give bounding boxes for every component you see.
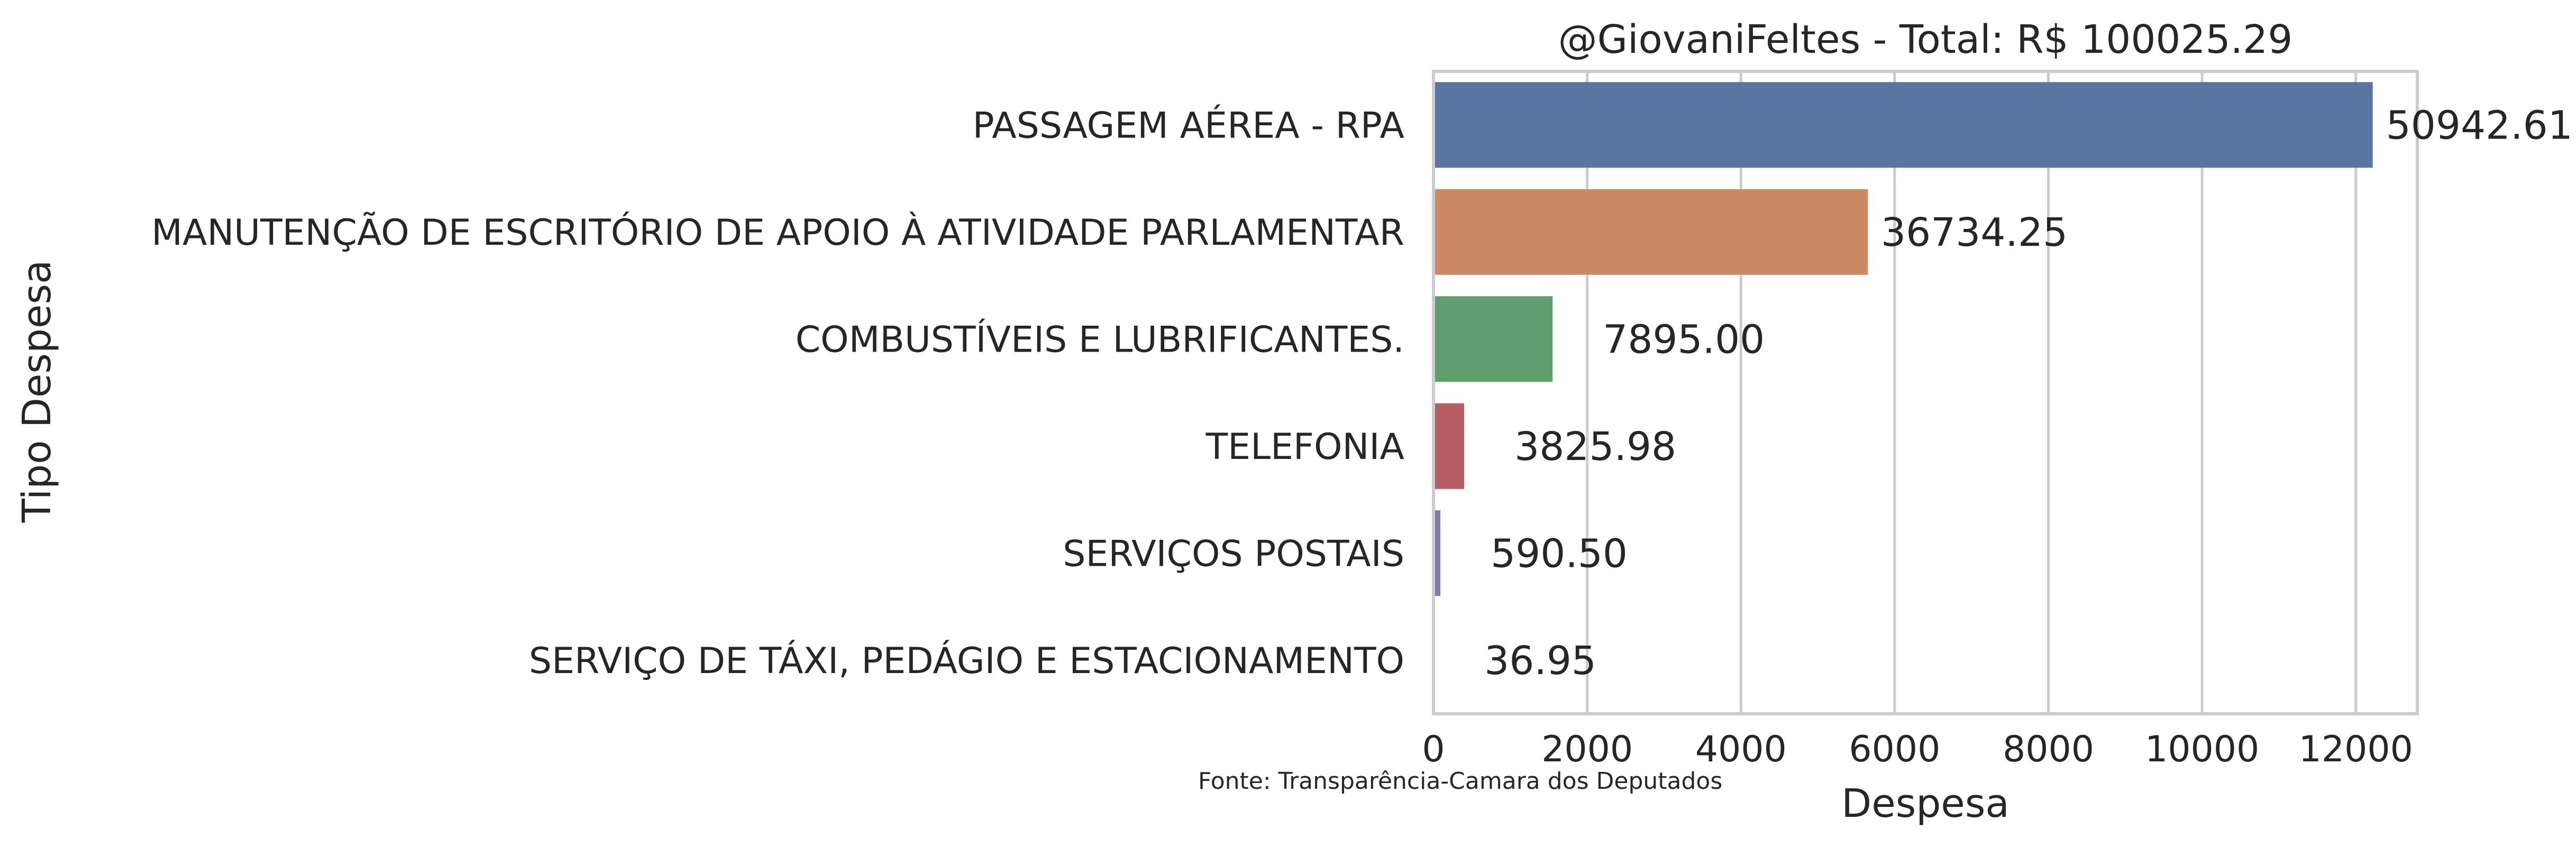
bars: [1433, 82, 2373, 703]
x-tick-label: 4000: [1695, 729, 1787, 770]
x-tick-label: 6000: [1849, 729, 1940, 770]
value-label: 590.50: [1491, 531, 1628, 576]
bar: [1433, 82, 2373, 168]
plot-frame: [1432, 70, 2419, 715]
x-tick-label: 0: [1422, 729, 1445, 770]
category-label: SERVIÇO DE TÁXI, PEDÁGIO E ESTACIONAMENT…: [529, 640, 1404, 682]
category-label: TELEFONIA: [1205, 426, 1404, 468]
value-label: 7895.00: [1603, 317, 1765, 362]
x-tick-label: 8000: [2003, 729, 2094, 770]
y-axis-label: Tipo Despesa: [14, 260, 60, 523]
category-label: SERVIÇOS POSTAIS: [1063, 533, 1404, 575]
x-tick-label: 10000: [2145, 729, 2259, 770]
bar: [1433, 296, 1553, 382]
category-label: COMBUSTÍVEIS E LUBRIFICANTES.: [796, 318, 1404, 361]
x-gridlines: [1432, 71, 2358, 714]
source-note: Fonte: Transparência-Camara dos Deputado…: [1198, 768, 1722, 795]
bar: [1433, 510, 1441, 596]
x-axis-label: Despesa: [1841, 781, 2009, 826]
x-tick-labels: 0 2000 4000 6000 8000 10000 12000: [1422, 729, 2413, 770]
value-labels: 50942.61 36734.25 7895.00 3825.98 590.50 36.9…: [1484, 103, 2573, 684]
bar: [1433, 403, 1465, 489]
value-label: 36734.25: [1881, 210, 2068, 255]
category-label: PASSAGEM AÉREA - RPA: [973, 104, 1404, 146]
x-tick-label: 12000: [2299, 729, 2413, 770]
x-tick-label: 2000: [1541, 729, 1633, 770]
bar: [1433, 189, 1868, 275]
value-label: 36.95: [1484, 638, 1596, 684]
value-label: 50942.61: [2386, 103, 2573, 148]
value-label: 3825.98: [1514, 424, 1676, 469]
chart-title: @GiovaniFeltes - Total: R$ 100025.29: [1558, 17, 2293, 62]
category-labels: PASSAGEM AÉREA - RPA MANUTENÇÃO DE ESCRIT…: [151, 104, 1404, 682]
category-label: MANUTENÇÃO DE ESCRITÓRIO DE APOIO À ATIV…: [151, 211, 1404, 254]
